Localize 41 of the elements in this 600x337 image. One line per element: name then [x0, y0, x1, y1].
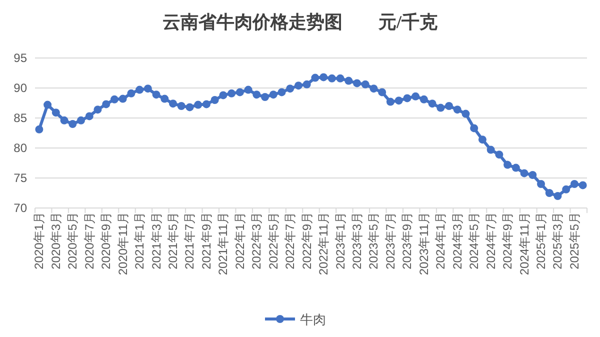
x-tick-label: 2023年1月	[333, 212, 348, 270]
x-tick-label: 2025年1月	[534, 212, 548, 270]
x-tick-label: 2022年11月	[316, 212, 331, 276]
x-tick-label: 2020年9月	[99, 212, 114, 270]
legend-label: 牛肉	[300, 312, 326, 327]
y-tick-label: 80	[14, 141, 28, 155]
x-tick-label: 2025年5月	[567, 212, 582, 270]
x-tick-label: 2022年1月	[232, 212, 247, 270]
x-tick-label: 2022年9月	[300, 212, 314, 270]
x-tick-label: 2021年11月	[216, 212, 230, 276]
x-tick-label: 2020年7月	[82, 212, 96, 270]
x-tick-label: 2024年1月	[434, 212, 448, 270]
y-tick-label: 90	[14, 81, 28, 95]
x-tick-label: 2020年1月	[32, 212, 46, 270]
x-tick-label: 2024年5月	[467, 212, 482, 270]
x-tick-label: 2022年3月	[250, 212, 264, 270]
x-tick-label: 2023年11月	[416, 212, 431, 276]
y-tick-label: 75	[14, 171, 28, 185]
x-tick-label: 2021年3月	[149, 212, 164, 270]
x-tick-label: 2023年9月	[400, 212, 414, 270]
x-tick-label: 2020年3月	[48, 212, 63, 270]
y-tick-label: 85	[14, 111, 28, 125]
x-tick-label: 2021年1月	[132, 212, 147, 270]
x-tick-label: 2021年9月	[199, 212, 214, 270]
y-tick-label: 95	[14, 51, 28, 65]
x-tick-label: 2020年11月	[116, 212, 130, 276]
x-tick-label: 2021年5月	[166, 212, 180, 270]
y-tick-label: 70	[14, 201, 28, 215]
chart-title: 云南省牛肉价格走势图 元/千克	[162, 12, 438, 32]
x-tick-label: 2022年5月	[266, 212, 280, 270]
x-tick-label: 2021年7月	[182, 212, 197, 270]
x-tick-label: 2024年9月	[500, 212, 515, 270]
x-tick-label: 2024年7月	[484, 212, 498, 270]
x-tick-label: 2023年7月	[383, 212, 398, 270]
x-tick-label: 2024年3月	[450, 212, 464, 270]
x-tick-label: 2024年11月	[517, 212, 532, 276]
x-tick-label: 2022年7月	[283, 212, 298, 270]
x-tick-label: 2025年3月	[550, 212, 565, 270]
x-tick-label: 2023年5月	[366, 212, 381, 270]
x-tick-label: 2020年5月	[66, 212, 80, 270]
x-tick-label: 2023年3月	[350, 212, 364, 270]
